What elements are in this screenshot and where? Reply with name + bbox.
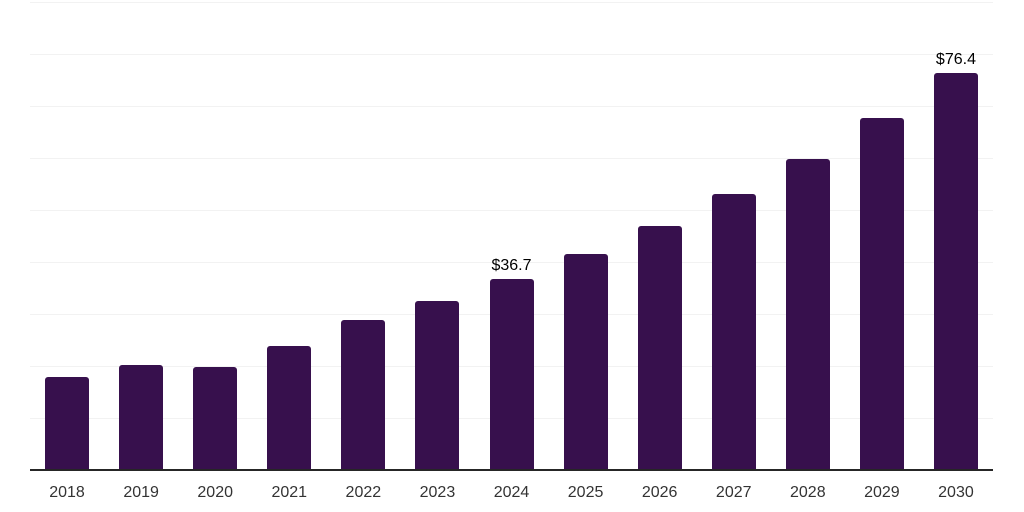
bar-2022 [341,319,386,470]
x-axis-label-2019: 2019 [123,484,159,501]
x-axis-label-2030: 2030 [938,484,974,501]
x-axis-label-2020: 2020 [197,484,233,501]
x-axis-label-2021: 2021 [271,484,308,501]
gridline-60 [30,158,993,159]
x-axis-label-2029: 2029 [864,484,900,501]
x-axis-label-2024: 2024 [493,484,530,501]
bar-2020 [193,366,238,470]
bar-2021 [267,345,312,470]
gridline-80 [30,54,993,55]
bar-2030 [933,72,978,470]
gridline-70 [30,106,993,107]
gridline-50 [30,210,993,211]
x-axis-label-2023: 2023 [419,484,456,501]
bar-2018 [45,377,90,470]
bar-2023 [415,301,460,470]
bar-2025 [563,254,608,470]
bar-2027 [711,194,756,470]
x-axis-label-2028: 2028 [790,484,826,501]
bar-2026 [637,226,682,470]
bar-value-label-2024: $36.7 [491,257,532,275]
x-axis-label-2025: 2025 [567,484,604,501]
x-axis-label-2027: 2027 [715,484,752,501]
x-axis-line [30,469,993,471]
x-axis-label-2022: 2022 [345,484,382,501]
x-axis-label-2018: 2018 [49,484,85,501]
x-axis-label-2026: 2026 [641,484,678,501]
bar-2019 [119,364,164,470]
bar-2028 [785,158,830,470]
bar-2029 [859,117,904,470]
bar-value-label-2030: $76.4 [935,50,976,68]
bar-2024 [489,279,534,470]
gridline-40 [30,262,993,263]
gridline-90 [30,2,993,3]
